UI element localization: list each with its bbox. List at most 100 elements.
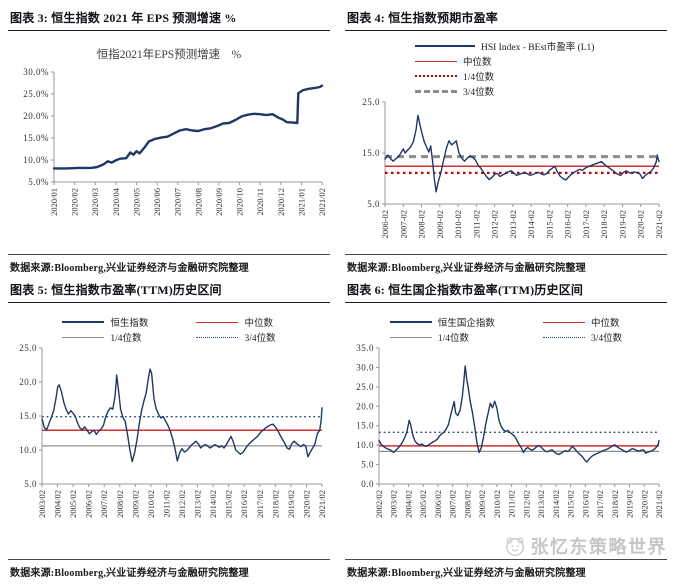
svg-text:30.0%: 30.0% (23, 67, 49, 77)
legend-label: 中位数 (463, 58, 492, 68)
svg-text:2012/02: 2012/02 (177, 490, 187, 518)
svg-text:2017-02: 2017-02 (581, 210, 591, 238)
svg-text:2019-02: 2019-02 (618, 210, 628, 238)
svg-text:2014-02: 2014-02 (526, 210, 536, 238)
svg-text:2011/02: 2011/02 (161, 490, 171, 518)
svg-text:25.0%: 25.0% (23, 89, 49, 99)
legend-label: 1/4位数 (110, 334, 142, 344)
svg-text:2002/02: 2002/02 (374, 490, 384, 518)
legend-label: 3/4位数 (463, 88, 495, 98)
svg-text:2013/02: 2013/02 (193, 490, 203, 518)
legend-line-sample (196, 321, 239, 323)
legend-label: HSI Index - BEst市盈率 (L1) (481, 43, 595, 53)
svg-text:25.0: 25.0 (362, 98, 380, 107)
svg-text:2020/05: 2020/05 (132, 188, 142, 216)
svg-text:2004/02: 2004/02 (404, 490, 414, 518)
svg-text:2020/07: 2020/07 (173, 188, 183, 216)
legend-label: 中位数 (244, 319, 273, 329)
legend-label: 3/4位数 (244, 334, 276, 344)
svg-text:2017/02: 2017/02 (595, 490, 605, 518)
svg-text:15.0: 15.0 (19, 411, 37, 421)
svg-text:2009/02: 2009/02 (130, 490, 140, 518)
svg-text:2010/02: 2010/02 (146, 490, 156, 518)
legend-line-sample (196, 336, 239, 338)
legend-item: 中位数 (415, 54, 492, 68)
svg-text:5.0: 5.0 (361, 460, 374, 470)
svg-text:15.0%: 15.0% (23, 133, 49, 143)
svg-text:2016-02: 2016-02 (563, 210, 573, 238)
svg-text:2009-02: 2009-02 (435, 210, 445, 238)
chart3-source: 数据来源:Bloomberg,兴业证券经济与金融研究院整理 (8, 254, 330, 276)
legend-item: 3/4位数 (196, 330, 276, 344)
legend-item: 恒生国企指数 (389, 315, 495, 329)
svg-text:2016/02: 2016/02 (239, 490, 249, 518)
svg-text:2015/02: 2015/02 (224, 490, 234, 518)
chart5-area: 恒生指数 中位数 1/4位数 3/4位数 5.0 10.0 15.0 20.0 25.0 200… (8, 303, 330, 559)
svg-text:2010-02: 2010-02 (453, 210, 463, 238)
svg-text:2010/02: 2010/02 (492, 490, 502, 518)
svg-text:25.0: 25.0 (356, 382, 374, 392)
legend-item: 1/4位数 (415, 69, 494, 83)
legend-line-sample (389, 336, 432, 338)
svg-text:2015-02: 2015-02 (544, 210, 554, 238)
svg-text:2020/01: 2020/01 (49, 188, 59, 216)
svg-text:2021/02: 2021/02 (654, 490, 664, 518)
legend-label: 1/4位数 (437, 334, 470, 344)
legend-label: 恒生国企指数 (437, 319, 495, 329)
svg-text:5.0: 5.0 (367, 199, 380, 209)
svg-text:35.0: 35.0 (356, 344, 374, 353)
svg-text:15.0: 15.0 (356, 421, 374, 431)
legend-line-sample (415, 60, 457, 62)
legend-line-sample (62, 321, 105, 323)
svg-text:2020-02: 2020-02 (636, 210, 646, 238)
legend-item: 1/4位数 (389, 330, 495, 344)
svg-text:2020/11: 2020/11 (255, 188, 265, 216)
legend-line-sample (62, 336, 105, 338)
svg-text:20.0: 20.0 (19, 377, 37, 387)
chart5-source: 数据来源:Bloomberg,兴业证券经济与金融研究院整理 (8, 559, 330, 581)
svg-text:2013/02: 2013/02 (536, 490, 546, 518)
svg-text:2016/02: 2016/02 (580, 490, 590, 518)
chart6-area: 恒生国企指数 中位数 1/4位数 3/4位数 0.0 5.0 10.0 15.0 20.0 25… (345, 303, 667, 559)
legend-label: 1/4位数 (463, 73, 495, 83)
svg-text:5.0: 5.0 (24, 479, 37, 489)
svg-text:2021/02: 2021/02 (317, 490, 327, 518)
legend-label: 恒生指数 (110, 319, 149, 329)
legend-item: 恒生指数 (62, 315, 148, 329)
svg-text:2020/02: 2020/02 (639, 490, 649, 518)
svg-text:5.0%: 5.0% (28, 177, 49, 187)
legend-line-sample (389, 321, 432, 323)
svg-text:2005/02: 2005/02 (68, 490, 78, 518)
svg-text:2020/12: 2020/12 (276, 188, 286, 216)
svg-text:10.0%: 10.0% (23, 155, 49, 165)
svg-text:2020/02: 2020/02 (301, 490, 311, 518)
svg-text:2019/02: 2019/02 (625, 490, 635, 518)
svg-text:25.0: 25.0 (19, 344, 37, 353)
legend-item: 3/4位数 (542, 330, 623, 344)
svg-text:0.0: 0.0 (361, 479, 374, 489)
chart5-legend: 恒生指数 中位数 1/4位数 3/4位数 (8, 315, 330, 344)
legend-label: 3/4位数 (590, 334, 623, 344)
svg-text:2020/08: 2020/08 (193, 188, 203, 216)
chart4-area: HSI Index - BEst市盈率 (L1) 中位数 1/4位数 3/4位数 5.… (345, 31, 667, 254)
svg-text:2009/02: 2009/02 (477, 490, 487, 518)
svg-text:10.0: 10.0 (356, 440, 374, 450)
svg-text:2021/01: 2021/01 (296, 188, 306, 216)
watermark-logo-icon (505, 537, 524, 556)
watermark-text: 张忆东策略世界 (530, 537, 667, 557)
svg-text:20.0%: 20.0% (23, 111, 49, 121)
svg-text:2006/02: 2006/02 (84, 490, 94, 518)
chart6-legend: 恒生国企指数 中位数 1/4位数 3/4位数 (345, 315, 667, 344)
svg-text:2020/09: 2020/09 (214, 188, 224, 216)
svg-text:2019/02: 2019/02 (286, 490, 296, 518)
svg-text:2006/02: 2006/02 (433, 490, 443, 518)
svg-text:2011-02: 2011-02 (471, 210, 481, 238)
svg-text:2008/02: 2008/02 (115, 490, 125, 518)
svg-text:2021-02: 2021-02 (654, 210, 664, 238)
svg-text:2007/02: 2007/02 (99, 490, 109, 518)
svg-text:30.0: 30.0 (356, 362, 374, 372)
svg-text:2004/02: 2004/02 (53, 490, 63, 518)
svg-text:2003/02: 2003/02 (37, 490, 47, 518)
chart4-svg: 5.0 15.0 25.0 2006-02 2007-02 2008-02 2009-02 2… (362, 97, 664, 238)
